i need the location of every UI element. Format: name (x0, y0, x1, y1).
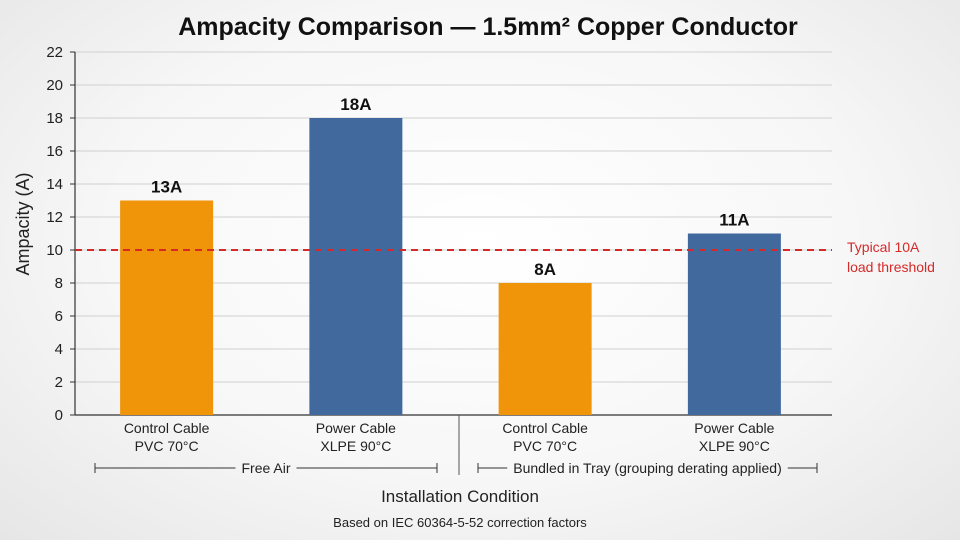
y-tick-label: 18 (46, 110, 63, 127)
category-label-line1: Power Cable (316, 420, 396, 436)
y-tick-label: 0 (55, 407, 63, 424)
y-tick-label: 12 (46, 209, 63, 226)
y-tick-label: 4 (55, 341, 63, 358)
chart-title: Ampacity Comparison — 1.5mm² Copper Cond… (178, 13, 798, 41)
data-label: 18A (340, 95, 371, 114)
source-note: Based on IEC 60364-5-52 correction facto… (333, 515, 587, 530)
category-label-line2: PVC 70°C (135, 438, 199, 454)
y-tick-label: 8 (55, 275, 63, 292)
bar (498, 283, 592, 415)
y-axis-label: Ampacity (A) (13, 172, 33, 275)
reference-line-group: Typical 10A load threshold (75, 239, 935, 275)
y-tick-label: 10 (46, 242, 63, 259)
bar (687, 233, 781, 415)
group-brackets: Free Air Bundled in Tray (grouping derati… (94, 460, 818, 476)
category-labels: Control Cable PVC 70°C Power Cable XLPE 90°… (124, 420, 775, 454)
bar (309, 118, 403, 415)
category-label-line2: XLPE 90°C (699, 438, 770, 454)
data-label: 13A (151, 178, 182, 197)
reference-label-line1: Typical 10A (847, 239, 920, 255)
category-label-line1: Control Cable (502, 420, 588, 436)
group-label: Free Air (241, 460, 290, 476)
bars: 13A 18A 8A 11A (120, 95, 781, 415)
y-axis-ticks: 0 2 4 6 8 10 12 14 16 18 20 22 (46, 44, 75, 424)
category-label-line1: Control Cable (124, 420, 210, 436)
category-label-line2: PVC 70°C (513, 438, 577, 454)
group-label: Bundled in Tray (grouping derating appli… (513, 460, 782, 476)
x-axis-label: Installation Condition (381, 487, 539, 506)
y-tick-label: 22 (46, 44, 63, 61)
data-label: 8A (534, 260, 556, 279)
y-tick-label: 6 (55, 308, 63, 325)
reference-label-line2: load threshold (847, 259, 935, 275)
category-label-line1: Power Cable (694, 420, 774, 436)
bar (120, 200, 214, 415)
data-label: 11A (719, 211, 749, 230)
y-tick-label: 2 (55, 374, 63, 391)
y-tick-label: 16 (46, 143, 63, 160)
y-tick-label: 14 (46, 176, 63, 193)
category-label-line2: XLPE 90°C (320, 438, 391, 454)
y-tick-label: 20 (46, 77, 63, 94)
